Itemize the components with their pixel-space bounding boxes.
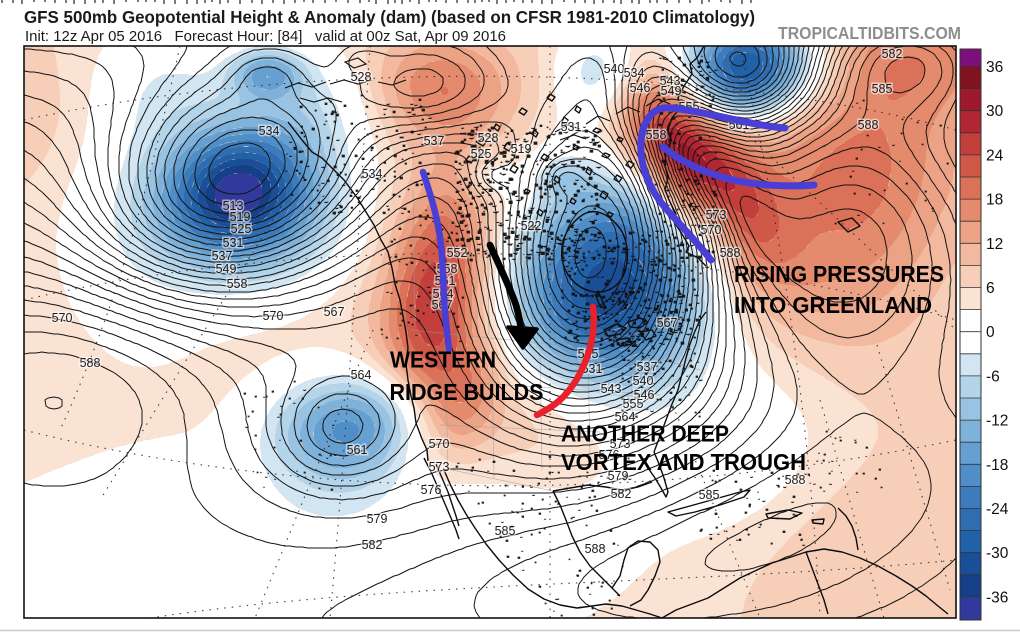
svg-text:RISING PRESSURES: RISING PRESSURES — [734, 261, 944, 287]
svg-text:579: 579 — [608, 469, 629, 483]
svg-text:546: 546 — [630, 81, 651, 95]
svg-text:543: 543 — [660, 74, 681, 88]
svg-text:582: 582 — [362, 538, 383, 552]
svg-text:537: 537 — [212, 249, 233, 263]
svg-text:561: 561 — [347, 443, 368, 457]
svg-text:RIDGE BUILDS: RIDGE BUILDS — [390, 379, 544, 405]
svg-text:570: 570 — [701, 223, 722, 237]
svg-text:549: 549 — [661, 84, 682, 98]
svg-text:585: 585 — [699, 488, 720, 502]
svg-text:540: 540 — [633, 374, 654, 388]
svg-text:36: 36 — [986, 59, 1003, 76]
svg-text:555: 555 — [623, 397, 644, 411]
svg-text:INTO GREENLAND: INTO GREENLAND — [734, 292, 932, 318]
svg-text:558: 558 — [227, 277, 248, 291]
svg-text:537: 537 — [424, 134, 445, 148]
svg-text:528: 528 — [351, 70, 372, 84]
svg-text:TROPICALTIDBITS.COM: TROPICALTIDBITS.COM — [778, 23, 961, 43]
svg-text:VORTEX AND TROUGH: VORTEX AND TROUGH — [561, 449, 806, 475]
svg-text:ANOTHER DEEP: ANOTHER DEEP — [561, 421, 729, 447]
svg-text:24: 24 — [986, 147, 1004, 164]
svg-text:537: 537 — [637, 360, 658, 374]
svg-text:534: 534 — [362, 167, 383, 181]
svg-text:549: 549 — [216, 262, 237, 276]
svg-text:564: 564 — [615, 410, 636, 424]
svg-text:534: 534 — [624, 66, 645, 80]
svg-text:570: 570 — [429, 437, 450, 451]
svg-text:585: 585 — [495, 524, 516, 538]
svg-text:573: 573 — [706, 208, 727, 222]
svg-text:531: 531 — [223, 236, 244, 250]
svg-text:513: 513 — [223, 199, 244, 213]
svg-text:519: 519 — [511, 142, 532, 156]
svg-text:525: 525 — [471, 147, 492, 161]
svg-text:519: 519 — [230, 210, 251, 224]
svg-text:12: 12 — [986, 236, 1003, 253]
svg-text:-18: -18 — [986, 457, 1008, 474]
svg-text:543: 543 — [601, 382, 622, 396]
svg-text:570: 570 — [263, 309, 284, 323]
svg-text:0: 0 — [986, 324, 995, 341]
svg-text:588: 588 — [858, 118, 879, 132]
svg-text:585: 585 — [872, 82, 893, 96]
svg-text:30: 30 — [986, 103, 1004, 120]
svg-text:582: 582 — [882, 47, 903, 61]
svg-text:-36: -36 — [986, 589, 1008, 606]
svg-text:588: 588 — [720, 246, 741, 260]
svg-text:576: 576 — [421, 483, 442, 497]
svg-text:564: 564 — [351, 368, 372, 382]
svg-text:WESTERN: WESTERN — [390, 347, 496, 373]
svg-text:534: 534 — [259, 124, 280, 138]
svg-text:582: 582 — [611, 487, 632, 501]
svg-text:-24: -24 — [986, 501, 1009, 518]
svg-text:525: 525 — [231, 222, 252, 236]
svg-text:6: 6 — [986, 280, 995, 297]
svg-text:567: 567 — [324, 305, 345, 319]
svg-text:552: 552 — [447, 246, 468, 260]
svg-text:570: 570 — [52, 311, 73, 325]
svg-text:522: 522 — [521, 219, 542, 233]
svg-text:-6: -6 — [986, 368, 1000, 385]
svg-text:588: 588 — [80, 356, 101, 370]
svg-text:GFS 500mb Geopotential Height: GFS 500mb Geopotential Height & Anomaly … — [24, 7, 755, 27]
svg-text:531: 531 — [561, 120, 582, 134]
svg-text:588: 588 — [585, 542, 606, 556]
svg-text:588: 588 — [785, 473, 806, 487]
svg-text:18: 18 — [986, 192, 1003, 209]
svg-text:573: 573 — [610, 437, 631, 451]
svg-text:579: 579 — [367, 512, 388, 526]
svg-text:558: 558 — [646, 128, 667, 142]
svg-text:Init: 12z Apr 05 2016 Foreca: Init: 12z Apr 05 2016 Forecast Hour: [84… — [25, 28, 506, 45]
svg-text:540: 540 — [604, 62, 625, 76]
svg-text:576: 576 — [599, 448, 620, 462]
svg-text:573: 573 — [429, 460, 450, 474]
svg-text:-12: -12 — [986, 413, 1008, 430]
svg-text:546: 546 — [634, 388, 655, 402]
svg-text:567: 567 — [657, 316, 678, 330]
svg-text:-30: -30 — [986, 545, 1009, 562]
svg-text:528: 528 — [478, 131, 499, 145]
